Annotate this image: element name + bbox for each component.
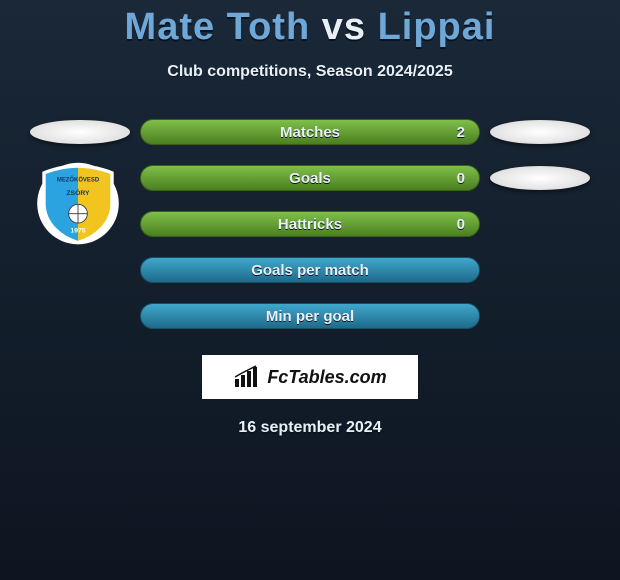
subtitle: Club competitions, Season 2024/2025 xyxy=(0,63,620,81)
stat-pill-goals-per-match: Goals per match xyxy=(140,257,480,283)
vs-separator: vs xyxy=(322,6,366,48)
club-crest: MEZŐKÖVESD ZSÓRY 1975 xyxy=(28,161,128,246)
crest-top-text: MEZŐKÖVESD xyxy=(57,176,100,183)
page-title: Mate Toth vs Lippai xyxy=(0,0,620,49)
ellipse-placeholder xyxy=(490,166,590,190)
stat-value: 0 xyxy=(457,170,465,187)
stat-label: Goals per match xyxy=(141,262,479,279)
ellipse-placeholder xyxy=(30,120,130,144)
stat-label: Hattricks xyxy=(141,216,479,233)
stat-row: MEZŐKÖVESD ZSÓRY 1975 Goals 0 xyxy=(0,155,620,201)
stats-region: Matches 2 xyxy=(0,109,620,339)
stat-row: Goals per match xyxy=(0,247,620,293)
site-logo[interactable]: FcTables.com xyxy=(202,355,418,399)
left-slot xyxy=(20,120,140,144)
stat-row: Min per goal xyxy=(0,293,620,339)
right-slot xyxy=(480,120,600,144)
crest-svg: MEZŐKÖVESD ZSÓRY 1975 xyxy=(28,161,128,246)
stat-label: Goals xyxy=(141,170,479,187)
player-left-name: Mate Toth xyxy=(125,6,311,48)
right-slot xyxy=(480,166,600,190)
crest-mid-text: ZSÓRY xyxy=(66,188,90,197)
player-right-name: Lippai xyxy=(378,6,496,48)
stat-label: Matches xyxy=(141,124,479,141)
bars-icon xyxy=(233,365,261,389)
stat-label: Min per goal xyxy=(141,308,479,325)
stat-value: 2 xyxy=(457,124,465,141)
stat-pill-hattricks: Hattricks 0 xyxy=(140,211,480,237)
stat-pill-matches: Matches 2 xyxy=(140,119,480,145)
stat-row: Matches 2 xyxy=(0,109,620,155)
stat-pill-goals: Goals 0 xyxy=(140,165,480,191)
stat-value: 0 xyxy=(457,216,465,233)
crest-year: 1975 xyxy=(70,227,85,234)
date-text: 16 september 2024 xyxy=(0,419,620,437)
site-logo-text: FcTables.com xyxy=(267,367,386,388)
stat-pill-min-per-goal: Min per goal xyxy=(140,303,480,329)
ellipse-placeholder xyxy=(490,120,590,144)
